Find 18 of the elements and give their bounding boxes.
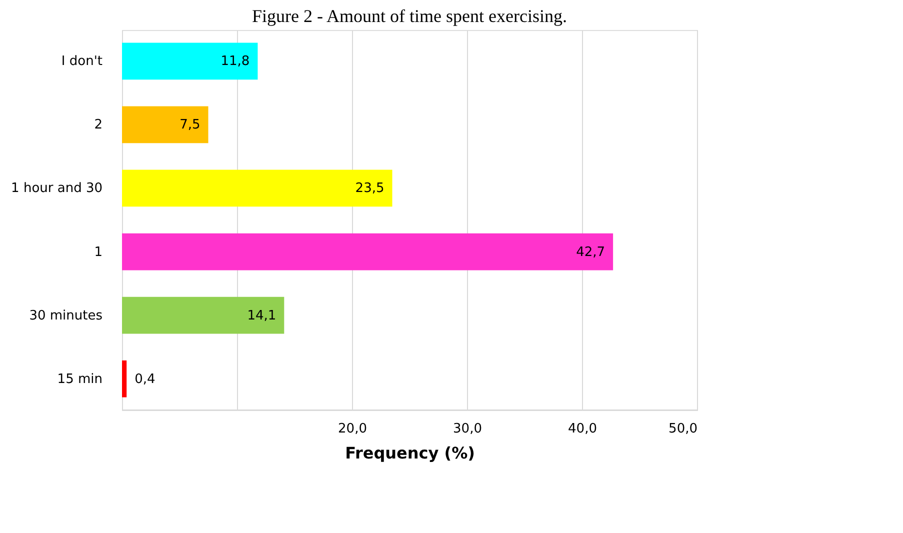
y-tick-label: I don't — [61, 54, 102, 70]
data-label: 11,8 — [220, 54, 250, 70]
y-tick-label: 1 — [94, 244, 102, 260]
x-tick-label: 30,0 — [453, 422, 482, 436]
data-label: 23,5 — [355, 181, 384, 196]
data-label: 7,5 — [180, 118, 200, 133]
x-tick-label: 20,0 — [338, 422, 367, 436]
x-axis-title: Frequency (%) — [345, 444, 475, 462]
data-label: 42,7 — [576, 244, 606, 260]
data-label: 0,4 — [134, 372, 156, 387]
x-tick-label: 50,0 — [668, 422, 698, 436]
x-tick-label: 40,0 — [568, 422, 597, 436]
y-tick-label: 30 minutes — [29, 308, 103, 324]
y-tick-label: 1 hour and 30 — [11, 181, 102, 196]
chart-title: Figure 2 - Amount of time spent exercising. — [252, 6, 567, 26]
y-tick-label: 2 — [94, 118, 102, 133]
data-label: 14,1 — [247, 308, 276, 324]
y-tick-label: 15 min — [57, 372, 102, 387]
